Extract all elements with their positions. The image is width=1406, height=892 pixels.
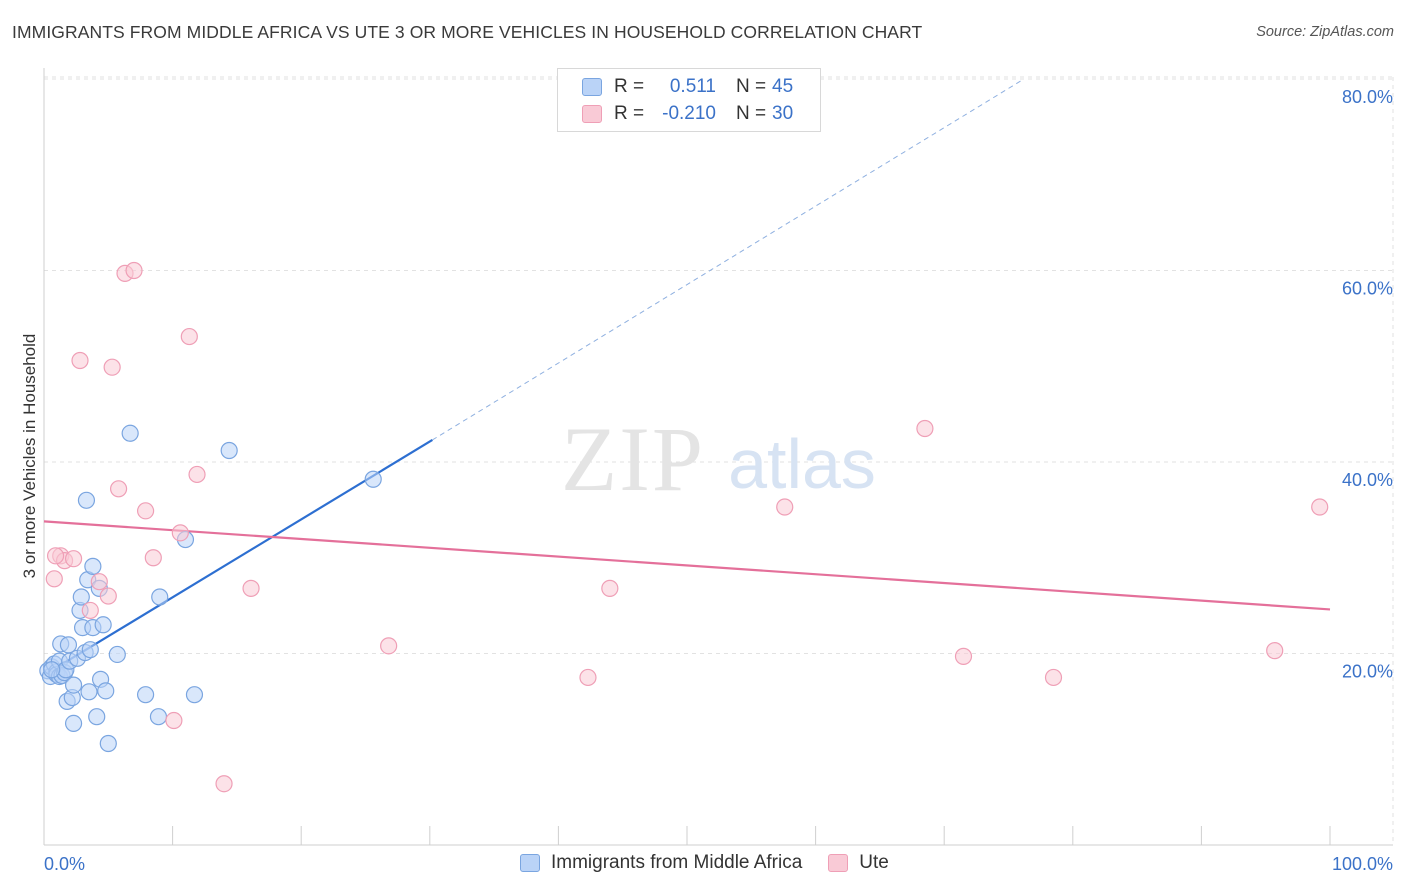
- point-ute: [1266, 642, 1284, 660]
- point-ute: [136, 502, 155, 520]
- trendline-ute: [43, 520, 1331, 611]
- series-legend-label: Immigrants from Middle Africa: [551, 852, 803, 873]
- legend-r-value: 0.511: [669, 76, 716, 97]
- point-middle-africa: [84, 557, 102, 575]
- point-ute: [90, 573, 108, 591]
- point-ute: [954, 647, 973, 665]
- point-middle-africa: [43, 661, 61, 679]
- point-ute: [242, 579, 260, 597]
- point-ute: [71, 351, 89, 370]
- point-ute: [380, 637, 398, 655]
- y-tick-label: 40.0%: [1342, 470, 1393, 490]
- chart-title: IMMIGRANTS FROM MIDDLE AFRICA VS UTE 3 O…: [12, 22, 923, 42]
- point-middle-africa: [220, 441, 238, 460]
- point-middle-africa: [64, 714, 83, 732]
- point-middle-africa: [108, 645, 126, 664]
- point-ute: [579, 668, 597, 687]
- point-middle-africa: [185, 686, 204, 704]
- y-axis-label: 3 or more Vehicles in Household: [20, 333, 39, 579]
- x-tick-label: 0.0%: [44, 854, 85, 874]
- source-note: Source: ZipAtlas.com: [1256, 24, 1394, 40]
- point-ute: [144, 549, 162, 567]
- point-ute: [180, 327, 198, 346]
- point-middle-africa: [81, 641, 99, 659]
- legend-row-middle-africa: R = 0.511 N = 45: [582, 74, 793, 100]
- point-ute: [188, 465, 206, 484]
- point-middle-africa: [149, 708, 168, 726]
- legend-n-label: N =: [736, 103, 767, 124]
- point-ute: [125, 261, 143, 280]
- series-legend-label: Ute: [859, 852, 889, 873]
- point-ute: [916, 419, 934, 438]
- point-middle-africa: [97, 682, 115, 700]
- watermark-atlas: atlas: [728, 425, 876, 503]
- point-middle-africa: [364, 470, 382, 488]
- legend-row-ute: R = -0.210 N = 30: [582, 101, 793, 127]
- series-swatch-blue: [520, 854, 540, 872]
- legend-swatch-blue: [582, 78, 602, 96]
- series-legend-middle-africa: Immigrants from Middle Africa: [520, 852, 802, 874]
- point-ute: [1044, 668, 1063, 687]
- point-middle-africa: [99, 734, 117, 753]
- point-ute: [171, 524, 189, 542]
- trendline-middle-africa-extension: [432, 78, 1025, 441]
- legend-r-value: -0.210: [662, 103, 716, 124]
- point-ute: [776, 498, 794, 516]
- point-ute: [45, 570, 63, 588]
- point-middle-africa: [72, 588, 90, 606]
- legend-swatch-pink: [582, 105, 602, 123]
- legend-n-label: N =: [736, 76, 767, 97]
- series-legend-ute: Ute: [828, 852, 889, 874]
- series-swatch-pink: [828, 854, 849, 872]
- point-ute: [1311, 498, 1329, 516]
- y-tick-label: 80.0%: [1342, 87, 1393, 107]
- point-middle-africa: [151, 588, 169, 606]
- point-ute: [215, 775, 233, 793]
- watermark-zip: ZIP: [561, 408, 705, 510]
- legend-r-label: R =: [614, 76, 645, 97]
- point-ute: [109, 480, 128, 498]
- x-tick-label: 100.0%: [1332, 854, 1393, 874]
- correlation-legend: R = 0.511 N = 45 R = -0.210 N = 30: [557, 68, 821, 132]
- legend-r-label: R =: [614, 103, 645, 124]
- series-legend: Immigrants from Middle Africa Ute: [520, 852, 915, 874]
- point-middle-africa: [64, 676, 83, 694]
- y-tick-label: 60.0%: [1342, 279, 1393, 299]
- point-ute: [103, 358, 121, 376]
- point-middle-africa: [77, 491, 96, 509]
- point-ute: [46, 547, 65, 565]
- y-tick-label: 20.0%: [1342, 662, 1393, 682]
- point-middle-africa: [136, 686, 155, 704]
- legend-n-value: 30: [772, 103, 794, 124]
- point-middle-africa: [94, 616, 112, 634]
- point-middle-africa: [121, 424, 139, 442]
- point-middle-africa: [88, 708, 106, 726]
- point-ute: [64, 550, 83, 568]
- point-middle-africa: [80, 683, 98, 701]
- point-ute: [601, 579, 619, 597]
- point-ute: [165, 711, 183, 730]
- point-ute: [81, 601, 99, 620]
- legend-n-value: 45: [772, 76, 794, 97]
- point-ute: [99, 587, 117, 605]
